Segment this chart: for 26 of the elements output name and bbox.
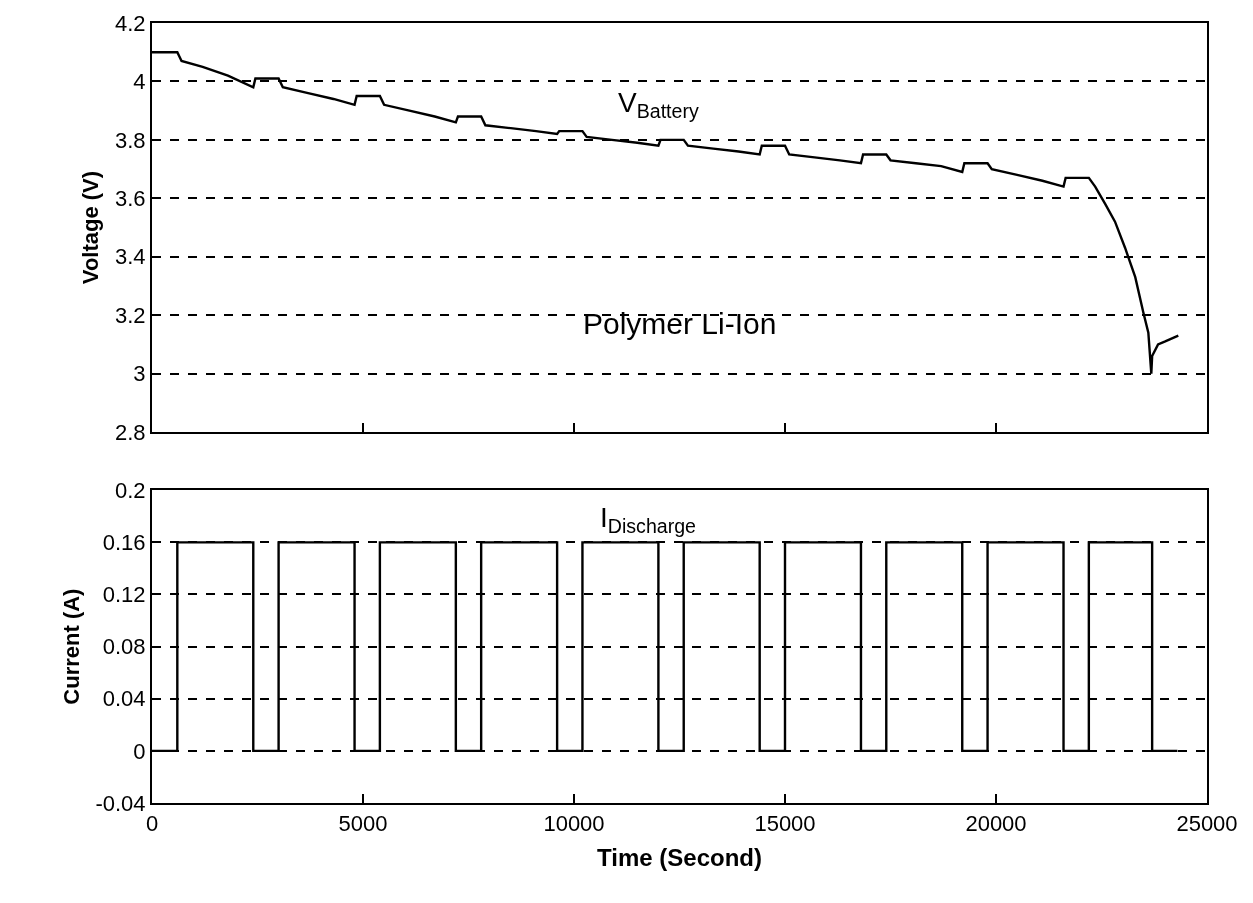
y-tick-label: 3 (133, 361, 146, 387)
y-axis-title: Current (A) (58, 588, 84, 705)
y-tick-label: -0.04 (95, 790, 146, 816)
y-tick-label: 0.12 (102, 582, 146, 608)
annotation: Polymer Li-Ion (583, 307, 777, 340)
y-tick-label: 4 (133, 69, 146, 95)
y-tick-label: 3.6 (115, 186, 146, 211)
y-tick-label: 0.08 (102, 634, 146, 660)
x-tick-label: 10000 (543, 811, 605, 837)
y-tick-label: 0 (133, 738, 146, 764)
y-tick-label: 0.2 (115, 477, 146, 503)
y-axis-title: Voltage (V) (78, 170, 104, 285)
y-tick-label: 4.2 (115, 10, 146, 36)
x-axis-title: Time (Second) (597, 844, 762, 872)
x-tick-label: 15000 (754, 811, 816, 837)
x-tick-label: 20000 (965, 811, 1027, 837)
y-tick-label: 3.8 (115, 127, 146, 153)
series-label: V$_{Battery}$ (618, 87, 699, 122)
y-tick-label: 3.2 (115, 302, 146, 328)
y-tick-label: 0.16 (102, 530, 146, 556)
x-tick-label: 25000 (1176, 811, 1238, 837)
series-label: I$_{Discharge}$ (600, 502, 697, 537)
y-tick-label: 2.8 (115, 419, 146, 445)
y-tick-label: 3.4 (115, 244, 146, 270)
y-tick-label: 0.04 (102, 686, 146, 712)
x-tick-label: 5000 (338, 811, 388, 837)
